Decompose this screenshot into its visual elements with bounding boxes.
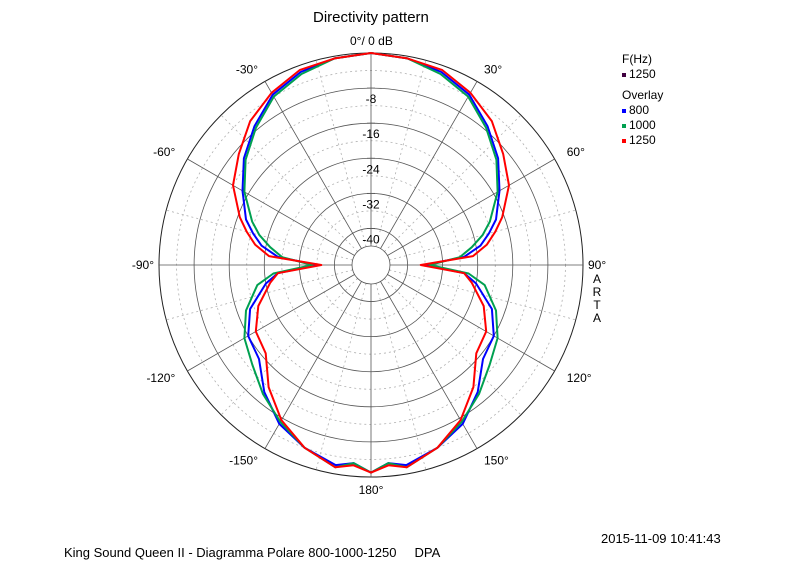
angle-label: -150° — [229, 454, 258, 468]
angle-label: 150° — [484, 454, 509, 468]
radial-unit-label: 0°/ 0 dB — [350, 34, 393, 48]
side-letter: T — [593, 298, 601, 312]
angle-label: -90° — [132, 258, 154, 272]
radial-tick-label: -8 — [366, 92, 377, 106]
side-letter: A — [593, 272, 601, 286]
side-letter: A — [593, 311, 601, 325]
angle-label: 30° — [484, 62, 502, 76]
grid-spoke-minor — [315, 283, 367, 470]
grid-spoke — [387, 274, 555, 372]
series-curve-1250 — [232, 52, 510, 474]
grid-spoke — [387, 158, 555, 256]
chart-title: Directivity pattern — [313, 9, 429, 26]
grid-spoke-minor — [220, 278, 358, 416]
grid-spoke — [264, 81, 362, 249]
chart-labels: -8 -16 -24 -32 -40 -30° 30° -60° 60° -90° 90° -120°… — [132, 62, 607, 497]
grid-spoke-minor — [220, 114, 358, 252]
radial-tick-label: -32 — [362, 197, 380, 211]
grid-spoke-minor — [384, 114, 522, 252]
grid-spoke-minor — [375, 60, 427, 247]
angle-label: 60° — [567, 145, 585, 159]
legend-main-title: F(Hz) — [622, 52, 652, 66]
grid-spoke-minor — [384, 278, 522, 416]
legend-entry: 800 — [622, 103, 656, 118]
polar-grid — [158, 52, 584, 478]
angle-label: 90° — [588, 258, 606, 272]
grid-spoke — [380, 81, 478, 249]
grid-spoke — [187, 158, 355, 256]
legend-main-entry-label: 1250 — [629, 67, 656, 81]
angle-label: -60° — [153, 145, 175, 159]
radial-tick-label: -24 — [362, 162, 380, 176]
angle-label: -30° — [236, 62, 258, 76]
legend-swatch — [622, 138, 626, 143]
legend-label: 1000 — [629, 118, 656, 132]
series-curves — [232, 52, 510, 474]
inner-ring — [351, 245, 391, 285]
angle-label: -120° — [146, 371, 175, 385]
footer-caption: King Sound Queen II - Diagramma Polare 8… — [64, 545, 441, 560]
legend-label: 800 — [629, 103, 650, 117]
angle-label: 180° — [359, 483, 384, 497]
legend-entry: 1000 — [622, 118, 656, 133]
grid-spoke-minor — [375, 283, 427, 470]
side-letter: R — [593, 285, 602, 299]
radial-tick-label: -16 — [362, 127, 380, 141]
legend-overlay-title: Overlay — [622, 88, 664, 102]
timestamp: 2015-11-09 10:41:43 — [601, 531, 721, 546]
legend-main-entry: 1250 — [622, 67, 656, 81]
grid-spoke — [187, 274, 355, 372]
legend-swatch — [622, 123, 626, 128]
legend-label: 1250 — [629, 133, 656, 147]
grid-spoke-minor — [315, 60, 367, 247]
legend-main-swatch — [622, 72, 626, 77]
radial-tick-label: -40 — [362, 232, 380, 246]
legend-entry: 1250 — [622, 133, 656, 148]
legend-overlay-entries: 800 1000 1250 — [622, 103, 656, 148]
legend-swatch — [622, 108, 626, 113]
angle-label: 120° — [567, 371, 592, 385]
